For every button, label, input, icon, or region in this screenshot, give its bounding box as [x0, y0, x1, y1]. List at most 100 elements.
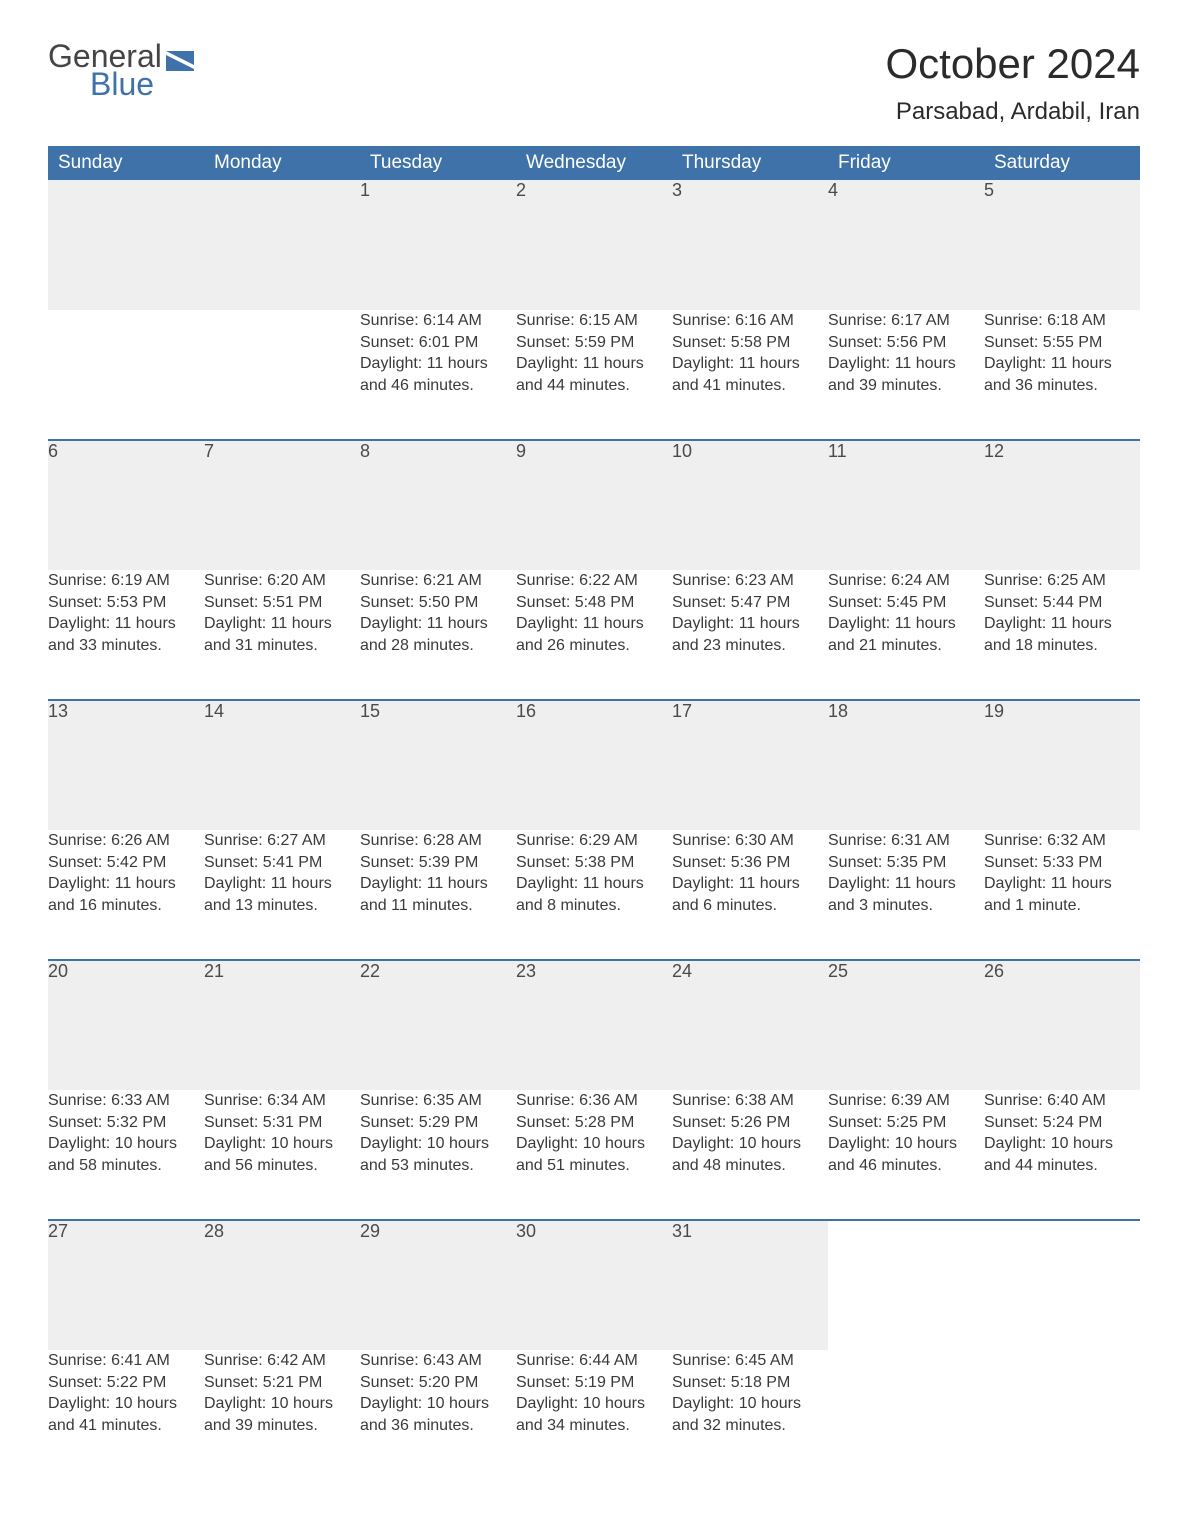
sunset-text: Sunset: 5:47 PM: [672, 592, 828, 614]
sunrise-text: Sunrise: 6:43 AM: [360, 1350, 516, 1372]
sunset-text: Sunset: 5:35 PM: [828, 852, 984, 874]
sunset-text: Sunset: 5:45 PM: [828, 592, 984, 614]
sunrise-text: Sunrise: 6:23 AM: [672, 570, 828, 592]
calendar-table: Sunday Monday Tuesday Wednesday Thursday…: [48, 146, 1140, 1480]
sunrise-text: Sunrise: 6:20 AM: [204, 570, 360, 592]
sunrise-text: Sunrise: 6:28 AM: [360, 830, 516, 852]
sunset-text: Sunset: 5:51 PM: [204, 592, 360, 614]
day-content-cell: Sunrise: 6:27 AMSunset: 5:41 PMDaylight:…: [204, 830, 360, 960]
day-content-cell: Sunrise: 6:18 AMSunset: 5:55 PMDaylight:…: [984, 310, 1140, 440]
day-number-cell: 20: [48, 960, 204, 1090]
sunset-text: Sunset: 5:22 PM: [48, 1372, 204, 1394]
sunset-text: Sunset: 5:25 PM: [828, 1112, 984, 1134]
day-content: Sunrise: 6:22 AMSunset: 5:48 PMDaylight:…: [516, 570, 672, 656]
weekday-header: Wednesday: [516, 146, 672, 180]
sunset-text: Sunset: 5:59 PM: [516, 332, 672, 354]
sunset-text: Sunset: 5:18 PM: [672, 1372, 828, 1394]
daylight-text: Daylight: 11 hours and 46 minutes.: [360, 353, 516, 396]
day-content: Sunrise: 6:19 AMSunset: 5:53 PMDaylight:…: [48, 570, 204, 656]
day-content-cell: Sunrise: 6:41 AMSunset: 5:22 PMDaylight:…: [48, 1350, 204, 1480]
sunset-text: Sunset: 5:44 PM: [984, 592, 1140, 614]
daylight-text: Daylight: 10 hours and 46 minutes.: [828, 1133, 984, 1176]
daylight-text: Daylight: 11 hours and 3 minutes.: [828, 873, 984, 916]
day-content: Sunrise: 6:28 AMSunset: 5:39 PMDaylight:…: [360, 830, 516, 916]
day-content: Sunrise: 6:44 AMSunset: 5:19 PMDaylight:…: [516, 1350, 672, 1436]
sunrise-text: Sunrise: 6:22 AM: [516, 570, 672, 592]
location: Parsabad, Ardabil, Iran: [885, 98, 1140, 126]
day-number-cell: 10: [672, 440, 828, 570]
sunset-text: Sunset: 5:53 PM: [48, 592, 204, 614]
daylight-text: Daylight: 11 hours and 26 minutes.: [516, 613, 672, 656]
page-header: General Blue October 2024 Parsabad, Arda…: [48, 40, 1140, 126]
day-number-cell: 30: [516, 1220, 672, 1350]
day-content: Sunrise: 6:24 AMSunset: 5:45 PMDaylight:…: [828, 570, 984, 656]
daylight-text: Daylight: 10 hours and 58 minutes.: [48, 1133, 204, 1176]
daylight-text: Daylight: 10 hours and 34 minutes.: [516, 1393, 672, 1436]
day-content-cell: Sunrise: 6:43 AMSunset: 5:20 PMDaylight:…: [360, 1350, 516, 1480]
sunrise-text: Sunrise: 6:30 AM: [672, 830, 828, 852]
day-content-cell: Sunrise: 6:40 AMSunset: 5:24 PMDaylight:…: [984, 1090, 1140, 1220]
daylight-text: Daylight: 11 hours and 18 minutes.: [984, 613, 1140, 656]
day-content-cell: Sunrise: 6:38 AMSunset: 5:26 PMDaylight:…: [672, 1090, 828, 1220]
sunrise-text: Sunrise: 6:32 AM: [984, 830, 1140, 852]
day-content-cell: Sunrise: 6:28 AMSunset: 5:39 PMDaylight:…: [360, 830, 516, 960]
daylight-text: Daylight: 10 hours and 56 minutes.: [204, 1133, 360, 1176]
daylight-text: Daylight: 10 hours and 39 minutes.: [204, 1393, 360, 1436]
sunrise-text: Sunrise: 6:33 AM: [48, 1090, 204, 1112]
week-content-row: Sunrise: 6:14 AMSunset: 6:01 PMDaylight:…: [48, 310, 1140, 440]
day-content-cell: Sunrise: 6:21 AMSunset: 5:50 PMDaylight:…: [360, 570, 516, 700]
sunrise-text: Sunrise: 6:35 AM: [360, 1090, 516, 1112]
sunset-text: Sunset: 5:33 PM: [984, 852, 1140, 874]
sunset-text: Sunset: 5:39 PM: [360, 852, 516, 874]
day-content: Sunrise: 6:18 AMSunset: 5:55 PMDaylight:…: [984, 310, 1140, 396]
daylight-text: Daylight: 10 hours and 36 minutes.: [360, 1393, 516, 1436]
sunrise-text: Sunrise: 6:39 AM: [828, 1090, 984, 1112]
day-content: Sunrise: 6:42 AMSunset: 5:21 PMDaylight:…: [204, 1350, 360, 1436]
sunrise-text: Sunrise: 6:17 AM: [828, 310, 984, 332]
day-content-cell: [204, 310, 360, 440]
sunrise-text: Sunrise: 6:40 AM: [984, 1090, 1140, 1112]
sunrise-text: Sunrise: 6:42 AM: [204, 1350, 360, 1372]
sunset-text: Sunset: 5:21 PM: [204, 1372, 360, 1394]
sunrise-text: Sunrise: 6:36 AM: [516, 1090, 672, 1112]
day-content-cell: [984, 1350, 1140, 1480]
day-number-cell: 23: [516, 960, 672, 1090]
day-number-cell: 2: [516, 180, 672, 310]
day-content-cell: Sunrise: 6:39 AMSunset: 5:25 PMDaylight:…: [828, 1090, 984, 1220]
day-number-cell: 18: [828, 700, 984, 830]
day-content-cell: [828, 1350, 984, 1480]
day-number-cell: [984, 1220, 1140, 1350]
day-content-cell: Sunrise: 6:29 AMSunset: 5:38 PMDaylight:…: [516, 830, 672, 960]
day-number-cell: 5: [984, 180, 1140, 310]
week-daynum-row: 20212223242526: [48, 960, 1140, 1090]
day-content: Sunrise: 6:45 AMSunset: 5:18 PMDaylight:…: [672, 1350, 828, 1436]
week-content-row: Sunrise: 6:33 AMSunset: 5:32 PMDaylight:…: [48, 1090, 1140, 1220]
day-content: Sunrise: 6:41 AMSunset: 5:22 PMDaylight:…: [48, 1350, 204, 1436]
daylight-text: Daylight: 11 hours and 39 minutes.: [828, 353, 984, 396]
daylight-text: Daylight: 11 hours and 6 minutes.: [672, 873, 828, 916]
sunset-text: Sunset: 6:01 PM: [360, 332, 516, 354]
sunset-text: Sunset: 5:24 PM: [984, 1112, 1140, 1134]
sunrise-text: Sunrise: 6:16 AM: [672, 310, 828, 332]
daylight-text: Daylight: 11 hours and 41 minutes.: [672, 353, 828, 396]
day-number-cell: 26: [984, 960, 1140, 1090]
sunset-text: Sunset: 5:55 PM: [984, 332, 1140, 354]
daylight-text: Daylight: 11 hours and 21 minutes.: [828, 613, 984, 656]
day-number-cell: [828, 1220, 984, 1350]
flag-icon: [166, 44, 194, 64]
day-content-cell: Sunrise: 6:16 AMSunset: 5:58 PMDaylight:…: [672, 310, 828, 440]
day-content: Sunrise: 6:15 AMSunset: 5:59 PMDaylight:…: [516, 310, 672, 396]
daylight-text: Daylight: 11 hours and 16 minutes.: [48, 873, 204, 916]
weekday-header: Tuesday: [360, 146, 516, 180]
day-number-cell: 19: [984, 700, 1140, 830]
sunrise-text: Sunrise: 6:18 AM: [984, 310, 1140, 332]
week-daynum-row: 13141516171819: [48, 700, 1140, 830]
sunset-text: Sunset: 5:38 PM: [516, 852, 672, 874]
day-number-cell: 24: [672, 960, 828, 1090]
week-daynum-row: 12345: [48, 180, 1140, 310]
sunrise-text: Sunrise: 6:14 AM: [360, 310, 516, 332]
day-number-cell: 14: [204, 700, 360, 830]
sunset-text: Sunset: 5:50 PM: [360, 592, 516, 614]
day-content: Sunrise: 6:43 AMSunset: 5:20 PMDaylight:…: [360, 1350, 516, 1436]
sunrise-text: Sunrise: 6:24 AM: [828, 570, 984, 592]
